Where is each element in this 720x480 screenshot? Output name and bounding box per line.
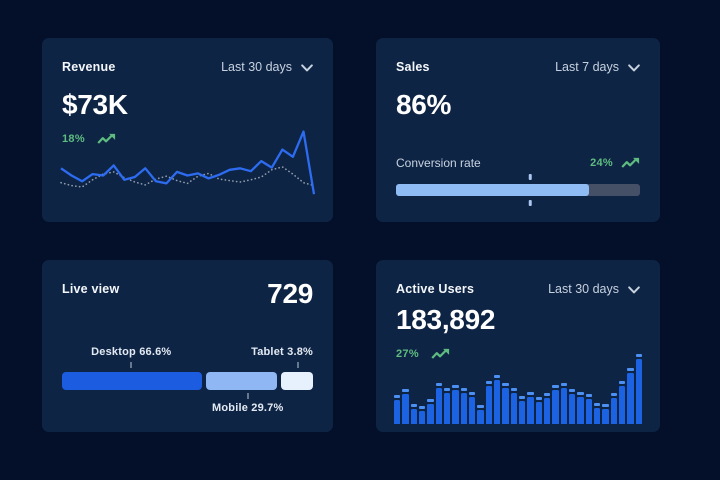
device-share-chart: Desktop 66.6% Tablet 3.8% Mobile 29.7% — [62, 346, 313, 420]
bar — [535, 397, 542, 424]
sales-range-label: Last 7 days — [555, 60, 619, 74]
conversion-rate-label: Conversion rate — [396, 156, 481, 170]
revenue-line-chart — [60, 125, 316, 208]
bar — [460, 387, 467, 424]
revenue-title: Revenue — [62, 60, 116, 74]
sales-title: Sales — [396, 60, 430, 74]
tablet-share-label: Tablet 3.8% — [251, 346, 313, 358]
bar — [618, 380, 626, 424]
active-users-value: 183,892 — [396, 304, 496, 335]
mobile-label-tick — [246, 393, 249, 399]
bar — [635, 354, 642, 424]
sales-card: Sales Last 7 days 86% Conversion rate 24… — [376, 38, 660, 222]
bar — [402, 389, 409, 424]
revenue-card-header: Revenue Last 30 days — [62, 60, 313, 75]
bar — [577, 391, 584, 424]
bar — [502, 383, 509, 424]
device-share-stacked-bar — [62, 372, 313, 390]
bar — [518, 396, 526, 424]
active-users-delta: 27% — [396, 348, 419, 360]
active-users-bar-chart — [394, 354, 642, 424]
bar — [477, 405, 484, 424]
active-users-range-label: Last 30 days — [548, 282, 619, 296]
revenue-value: $73K — [62, 89, 128, 120]
bar — [527, 391, 534, 424]
bar — [485, 380, 492, 424]
revenue-delta: 18% — [62, 133, 85, 145]
chevron-down-icon — [628, 286, 640, 294]
conversion-progress-fill — [396, 184, 589, 196]
benchmark-tick-top — [528, 174, 532, 180]
sales-range-dropdown[interactable]: Last 7 days — [555, 60, 640, 75]
bar — [510, 387, 517, 424]
trending-up-icon — [431, 348, 450, 359]
bar — [543, 393, 551, 424]
conversion-meter: Conversion rate 24% — [396, 156, 640, 206]
bar — [585, 393, 592, 424]
tablet-segment — [281, 372, 313, 390]
chevron-down-icon — [301, 64, 313, 72]
active-users-range-dropdown[interactable]: Last 30 days — [548, 282, 640, 297]
active-users-delta-row: 27% — [396, 348, 640, 360]
active-users-card-header: Active Users Last 30 days — [396, 282, 640, 297]
chevron-down-icon — [628, 64, 640, 72]
bar — [552, 384, 559, 424]
bar — [610, 392, 617, 424]
desktop-segment — [62, 372, 202, 390]
revenue-range-label: Last 30 days — [221, 60, 292, 74]
bar — [443, 387, 451, 424]
desktop-label-tick — [130, 362, 133, 368]
tablet-label-tick — [296, 362, 299, 368]
revenue-delta-row: 18% — [62, 133, 313, 145]
conversion-meter-head: Conversion rate 24% — [396, 156, 640, 170]
mobile-share-label: Mobile 29.7% — [211, 402, 284, 414]
conversion-progress-track — [396, 174, 640, 206]
live-view-value: 729 — [267, 278, 313, 309]
bar — [627, 368, 634, 424]
bar — [410, 404, 417, 424]
active-users-title: Active Users — [396, 282, 475, 296]
trending-up-icon — [621, 157, 640, 168]
bar — [394, 394, 401, 424]
conversion-delta-group: 24% — [590, 157, 640, 169]
bar — [602, 404, 609, 424]
bar — [593, 403, 601, 424]
bar — [452, 384, 459, 424]
benchmark-tick-bottom — [528, 200, 532, 206]
bar — [493, 375, 501, 424]
sales-card-header: Sales Last 7 days — [396, 60, 640, 75]
sales-value: 86% — [396, 89, 452, 120]
revenue-card: Revenue Last 30 days $73K 18% — [42, 38, 333, 222]
live-view-title: Live view — [62, 282, 120, 296]
live-view-card-header: Live view 729 — [62, 278, 313, 309]
bar — [427, 398, 434, 424]
revenue-range-dropdown[interactable]: Last 30 days — [221, 60, 313, 75]
bar — [418, 405, 426, 424]
desktop-share-label: Desktop 66.6% — [91, 346, 172, 358]
trending-up-icon — [97, 133, 116, 144]
bar — [435, 383, 442, 424]
live-view-card: Live view 729 Desktop 66.6% Tablet 3.8% … — [42, 260, 333, 432]
bar — [568, 389, 576, 424]
bar — [560, 383, 567, 424]
conversion-delta: 24% — [590, 157, 613, 169]
mobile-segment — [205, 372, 278, 390]
active-users-card: Active Users Last 30 days 183,892 27% — [376, 260, 660, 432]
bar — [468, 391, 476, 424]
